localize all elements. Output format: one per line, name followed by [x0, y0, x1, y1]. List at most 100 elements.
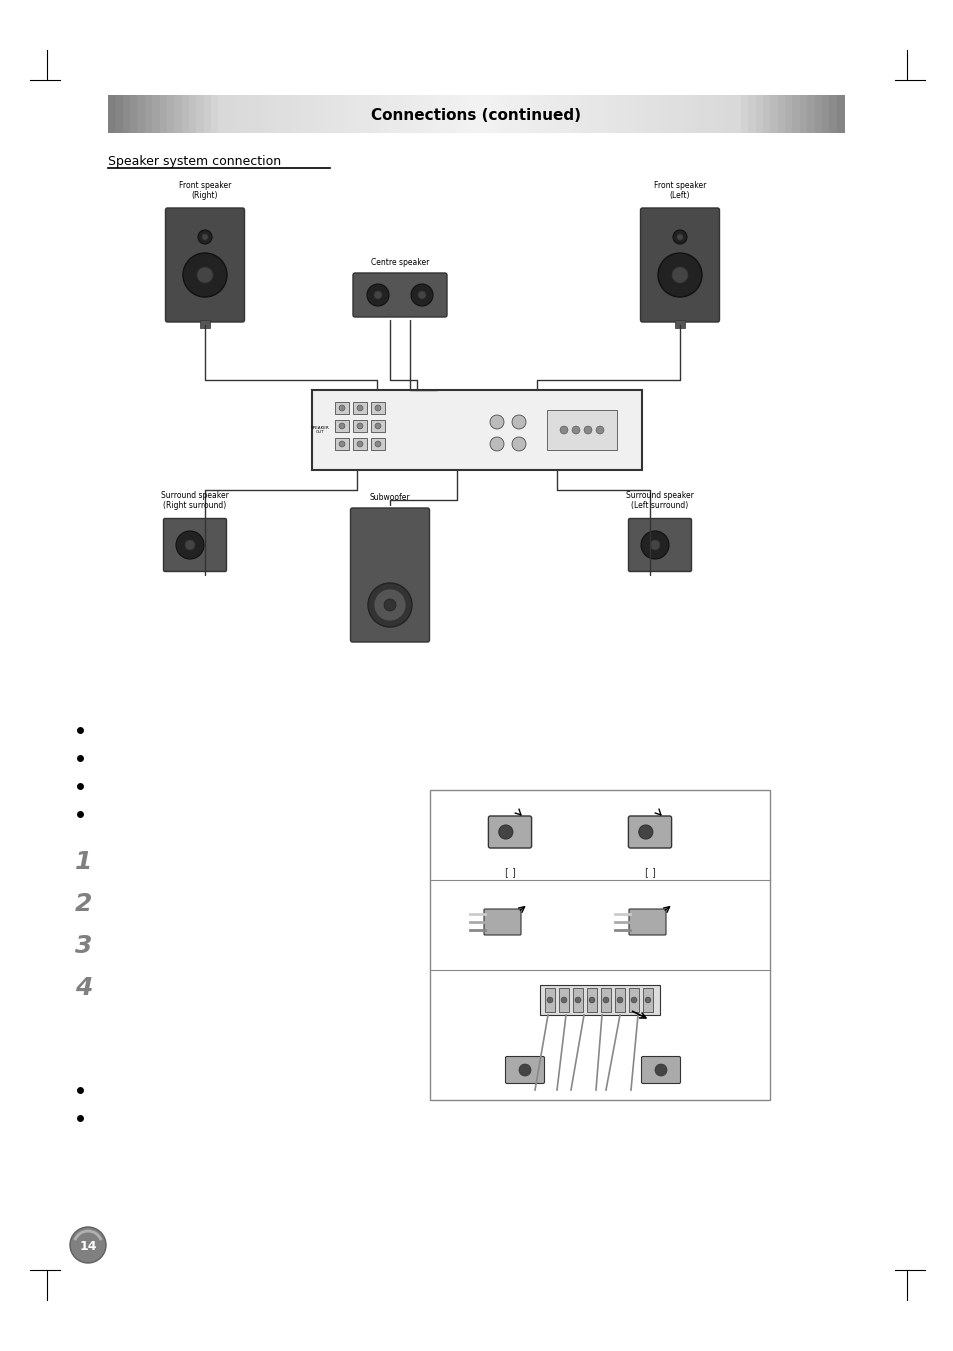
- Circle shape: [70, 1227, 106, 1263]
- Bar: [432, 95, 439, 132]
- Bar: [351, 95, 359, 132]
- FancyBboxPatch shape: [165, 208, 244, 322]
- Circle shape: [602, 997, 608, 1002]
- Bar: [314, 95, 322, 132]
- Bar: [505, 95, 514, 132]
- Circle shape: [572, 426, 579, 434]
- Bar: [799, 95, 807, 132]
- Bar: [535, 95, 542, 132]
- Bar: [307, 95, 314, 132]
- Bar: [725, 95, 734, 132]
- Bar: [586, 95, 594, 132]
- Circle shape: [596, 426, 603, 434]
- Bar: [200, 320, 210, 328]
- Bar: [821, 95, 829, 132]
- Bar: [541, 95, 550, 132]
- Bar: [644, 95, 653, 132]
- Bar: [544, 988, 555, 1012]
- Circle shape: [185, 540, 194, 550]
- Circle shape: [183, 253, 227, 297]
- FancyBboxPatch shape: [483, 909, 520, 935]
- Text: 2: 2: [75, 892, 92, 916]
- Circle shape: [630, 997, 637, 1002]
- Circle shape: [338, 440, 345, 447]
- Text: 3: 3: [75, 934, 92, 958]
- Bar: [476, 95, 484, 132]
- Bar: [497, 95, 506, 132]
- Bar: [740, 95, 748, 132]
- Bar: [218, 95, 227, 132]
- Bar: [358, 95, 366, 132]
- Bar: [549, 95, 558, 132]
- Circle shape: [677, 234, 682, 240]
- Bar: [573, 988, 582, 1012]
- Bar: [667, 95, 675, 132]
- Text: Centre speaker: Centre speaker: [371, 258, 429, 267]
- Bar: [395, 95, 403, 132]
- Bar: [828, 95, 837, 132]
- FancyBboxPatch shape: [312, 390, 641, 470]
- Bar: [770, 95, 778, 132]
- Circle shape: [546, 997, 553, 1002]
- Bar: [446, 95, 455, 132]
- Circle shape: [518, 1065, 531, 1075]
- Bar: [564, 95, 572, 132]
- FancyBboxPatch shape: [163, 519, 226, 571]
- Bar: [365, 95, 374, 132]
- Circle shape: [374, 290, 381, 299]
- Bar: [108, 95, 116, 132]
- Circle shape: [375, 423, 380, 430]
- Circle shape: [198, 230, 212, 245]
- Circle shape: [175, 531, 204, 559]
- Bar: [410, 95, 417, 132]
- Bar: [711, 95, 720, 132]
- Bar: [616, 95, 623, 132]
- Circle shape: [639, 825, 652, 839]
- Bar: [181, 95, 190, 132]
- Text: [ ]: [ ]: [644, 867, 655, 877]
- Bar: [438, 95, 447, 132]
- Circle shape: [617, 997, 622, 1002]
- Bar: [546, 409, 617, 450]
- Bar: [167, 95, 175, 132]
- Bar: [593, 95, 601, 132]
- Bar: [696, 95, 704, 132]
- Bar: [628, 988, 639, 1012]
- Bar: [622, 95, 631, 132]
- Circle shape: [338, 405, 345, 411]
- Circle shape: [411, 284, 433, 305]
- Bar: [145, 95, 153, 132]
- Circle shape: [374, 589, 406, 621]
- Circle shape: [356, 440, 363, 447]
- Bar: [638, 95, 645, 132]
- Bar: [454, 95, 462, 132]
- Bar: [371, 403, 385, 413]
- Bar: [762, 95, 771, 132]
- Circle shape: [490, 415, 503, 430]
- FancyBboxPatch shape: [628, 519, 691, 571]
- Bar: [424, 95, 433, 132]
- Bar: [262, 95, 271, 132]
- Bar: [371, 438, 385, 450]
- FancyBboxPatch shape: [488, 816, 531, 848]
- Bar: [402, 95, 411, 132]
- FancyBboxPatch shape: [640, 1056, 679, 1084]
- Bar: [152, 95, 160, 132]
- Circle shape: [658, 253, 701, 297]
- Bar: [335, 95, 344, 132]
- Bar: [615, 988, 624, 1012]
- Bar: [380, 95, 388, 132]
- Bar: [204, 95, 212, 132]
- Bar: [196, 95, 205, 132]
- Bar: [558, 988, 568, 1012]
- Bar: [836, 95, 844, 132]
- FancyBboxPatch shape: [628, 909, 665, 935]
- Bar: [277, 95, 285, 132]
- Text: 4: 4: [75, 975, 92, 1000]
- Bar: [115, 95, 124, 132]
- Bar: [519, 95, 528, 132]
- Circle shape: [560, 997, 566, 1002]
- Bar: [137, 95, 146, 132]
- Text: Speaker system connection: Speaker system connection: [108, 155, 281, 168]
- Bar: [233, 95, 241, 132]
